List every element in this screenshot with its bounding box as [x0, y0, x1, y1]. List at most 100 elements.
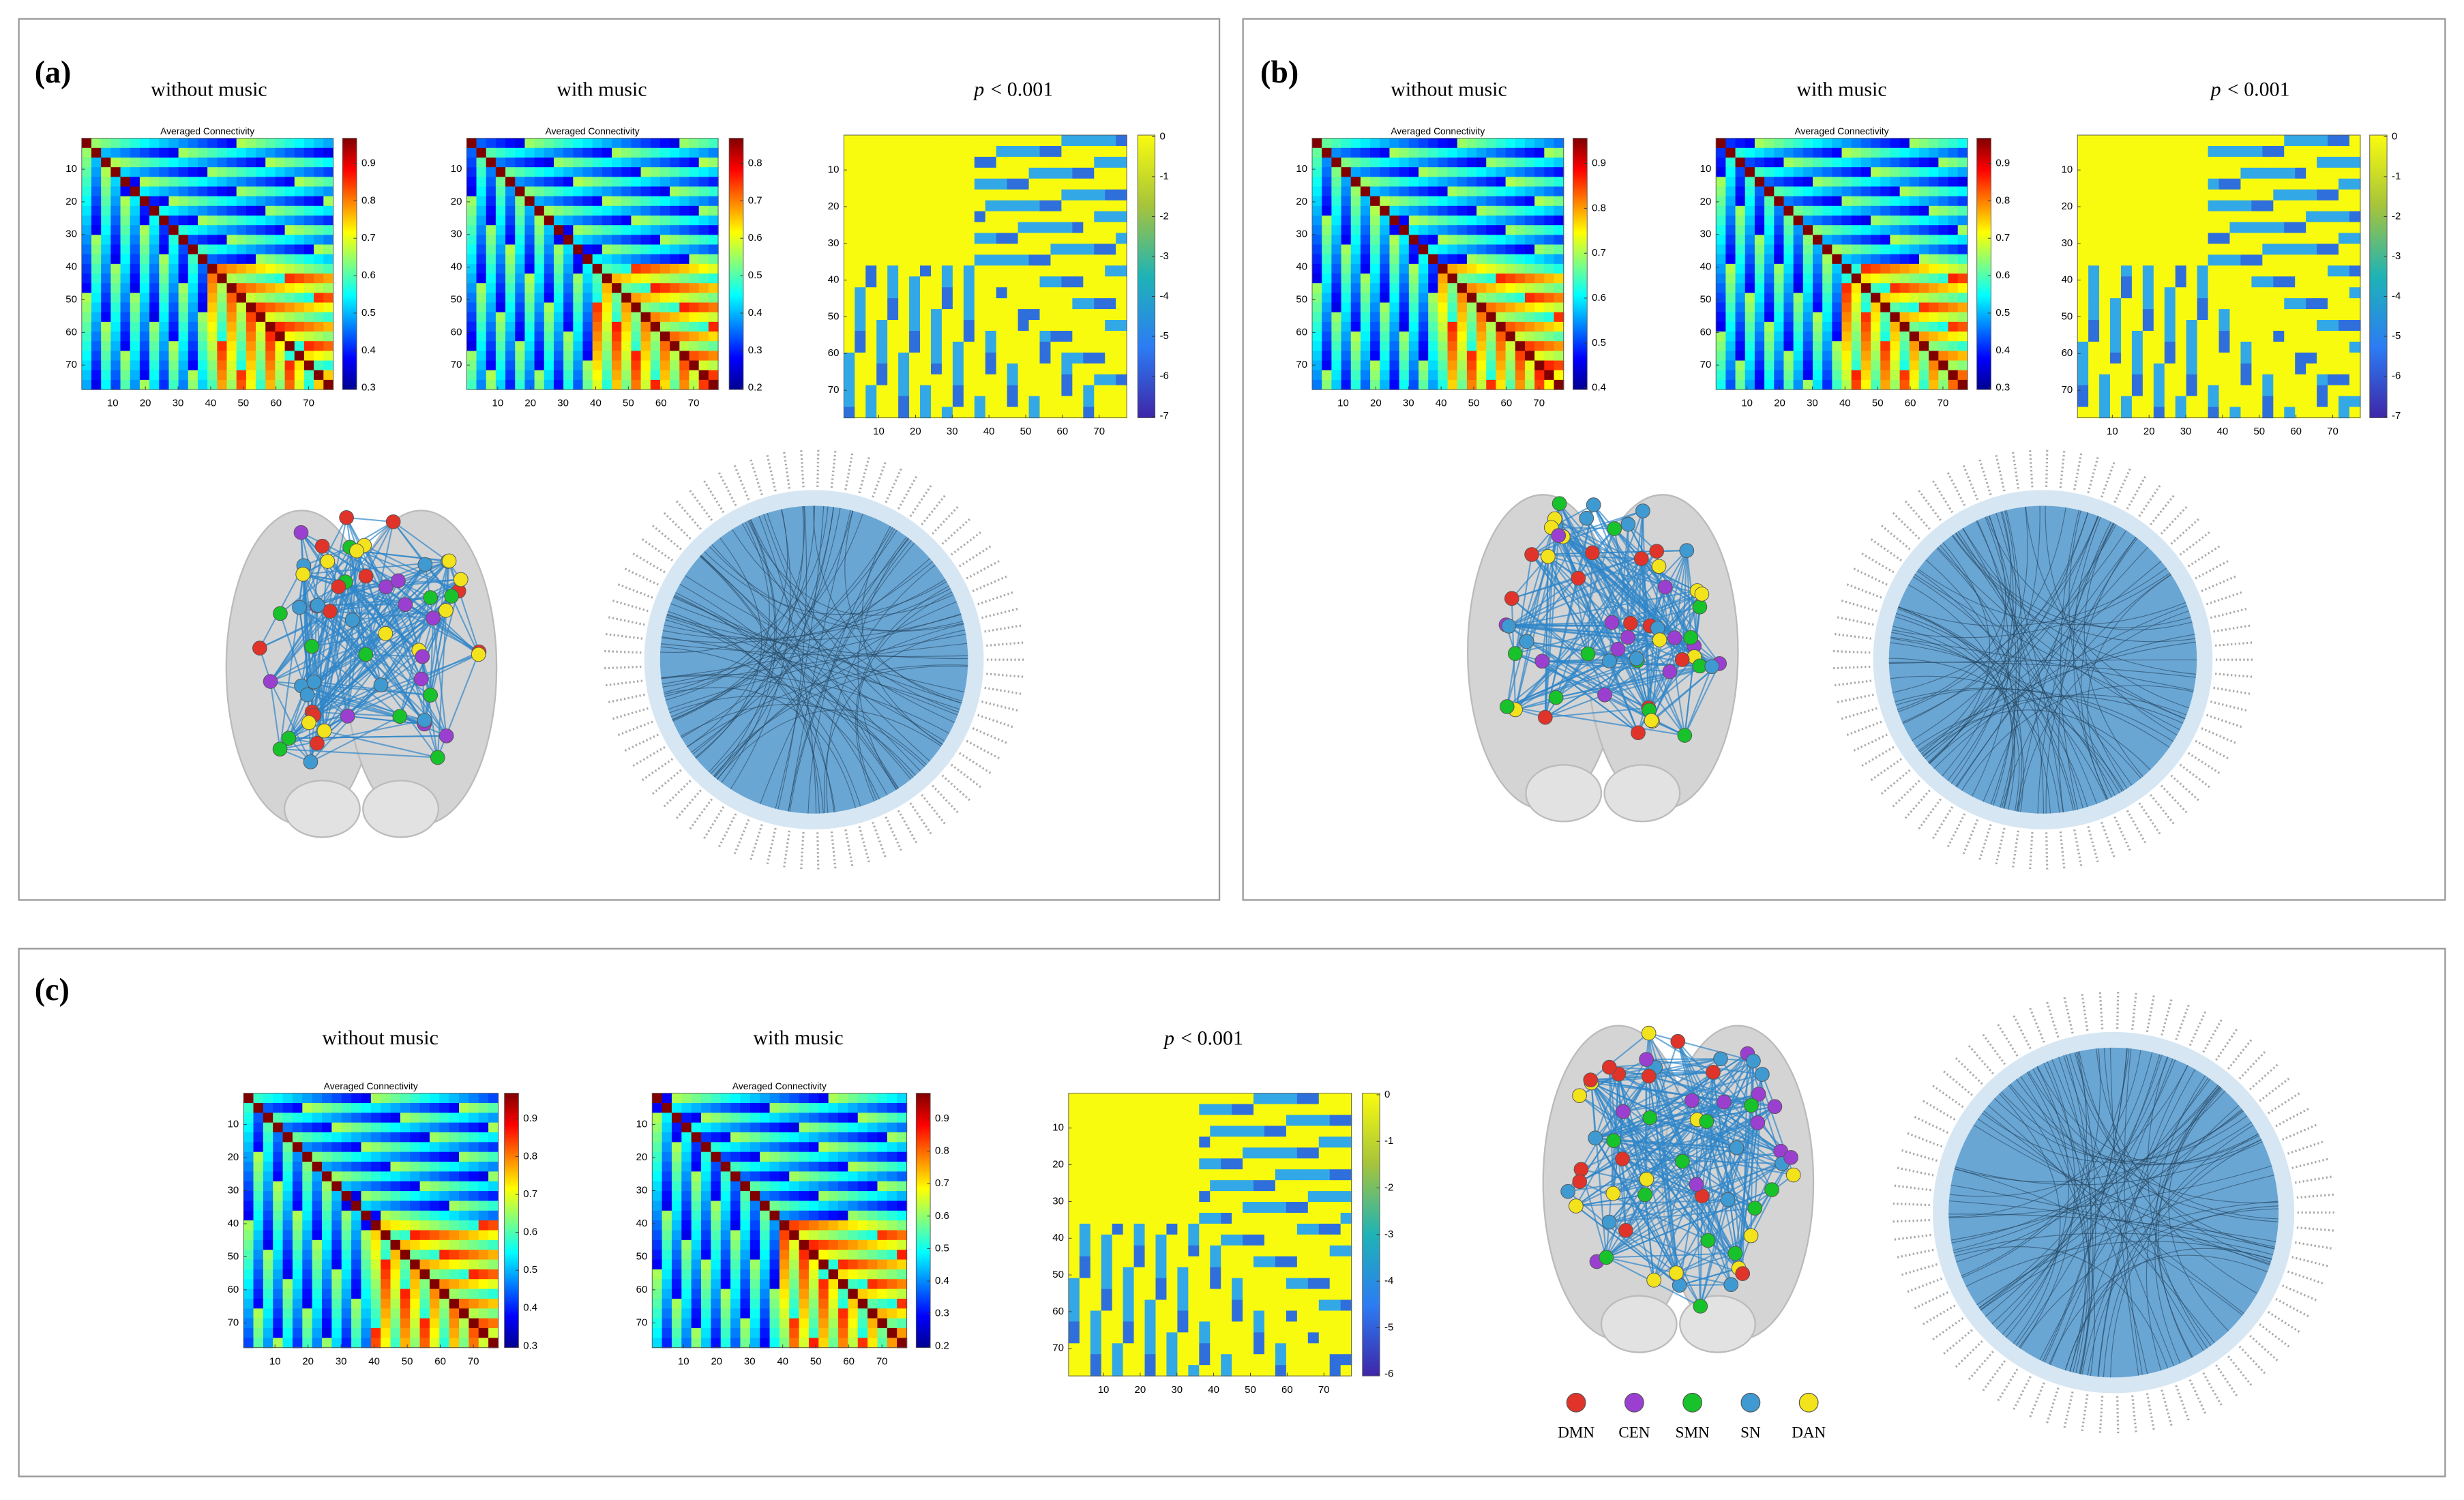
heatmap-cell [178, 351, 189, 362]
heatmap-cell [1774, 215, 1785, 226]
heatmap-cell [650, 321, 661, 332]
heatmap-cell [898, 189, 910, 201]
heatmap-cell [1860, 167, 1871, 178]
heatmap-cell [2306, 330, 2317, 342]
heatmap-cell [1783, 274, 1794, 284]
heatmap-cell [1957, 283, 1968, 294]
heatmap-cell [563, 379, 574, 390]
heatmap-cell [2110, 309, 2122, 321]
heatmap-cell [2328, 233, 2339, 245]
heatmap-cell [188, 293, 198, 304]
heatmap-cell [1899, 225, 1910, 236]
heatmap-cell [236, 370, 247, 381]
heatmap-cell [1524, 177, 1535, 188]
heatmap-cell [1735, 379, 1746, 390]
heatmap-cell [1389, 370, 1400, 381]
heatmap-cell [887, 396, 899, 408]
heatmap-cell [275, 341, 286, 352]
heatmap-cell [631, 351, 642, 362]
heatmap-cell [2099, 145, 2111, 158]
heatmap-cell [130, 215, 140, 226]
heatmap-cell [178, 274, 189, 284]
heatmap-cell [650, 196, 661, 207]
heatmap-cell [1745, 138, 1755, 149]
heatmap-cell [1871, 293, 1881, 304]
heatmap-cell [265, 225, 276, 236]
heatmap-cell [2208, 233, 2220, 245]
heatmap-cell [1515, 293, 1526, 304]
heatmap-cell [708, 177, 719, 188]
heatmap-cell [2208, 298, 2220, 310]
heatmap-cell [1341, 312, 1352, 323]
heatmap-cell [1105, 309, 1116, 321]
chord-label-mark [617, 720, 653, 737]
heatmap-cell [1116, 145, 1127, 158]
heatmap-cell [2099, 298, 2111, 310]
heatmap-cell [120, 244, 131, 255]
heatmap-cell [1072, 341, 1084, 353]
heatmap-cell [640, 235, 651, 246]
heatmap-cell [495, 177, 506, 188]
heatmap-cell [2197, 352, 2209, 364]
heatmap-cell [1389, 312, 1400, 323]
heatmap-cell [486, 205, 496, 216]
heatmap-cell [2164, 396, 2176, 408]
heatmap-cell [1957, 244, 1968, 255]
heatmap-cell [2284, 330, 2296, 342]
heatmap-cell [256, 205, 266, 216]
chord [758, 516, 817, 814]
heatmap-cell [996, 276, 1008, 288]
chord-label-mark [800, 832, 805, 870]
heatmap-cell [909, 254, 921, 267]
heatmap-cell [466, 244, 477, 255]
heatmap-cell [1544, 360, 1555, 371]
heatmap-cell [275, 225, 286, 236]
heatmap-cell [2153, 287, 2165, 299]
heatmap-cell [524, 177, 535, 188]
heatmap-cell [2317, 254, 2328, 267]
heatmap-cell [2099, 396, 2111, 408]
heatmap-cell [2208, 363, 2220, 375]
heatmap-cell [592, 370, 603, 381]
heatmap-cell [217, 341, 228, 352]
heatmap-cell [1360, 341, 1371, 352]
heatmap-cell [1938, 147, 1949, 158]
heatmap-cell [1105, 385, 1116, 397]
heatmap-cell [1094, 276, 1105, 288]
heatmap-cell [1322, 186, 1333, 197]
heatmap-cell [920, 276, 932, 288]
heatmap-cell [1774, 186, 1785, 197]
brain-render [225, 510, 498, 838]
heatmap-cell [1909, 254, 1920, 265]
heatmap-cell [708, 196, 719, 207]
heatmap-cell [1061, 385, 1073, 397]
heatmap-cell [303, 215, 314, 226]
heatmap-cell [1476, 147, 1487, 158]
heatmap-cell [631, 235, 642, 246]
heatmap-cell [207, 186, 218, 197]
heatmap-cell [1428, 302, 1439, 313]
heatmap-cell [2339, 341, 2350, 353]
heatmap-cell [1890, 205, 1901, 216]
heatmap-cell [197, 274, 208, 284]
condition-title: p < 0.001 [2210, 78, 2290, 100]
heatmap-cell [303, 147, 314, 158]
heatmap-cell [2197, 407, 2209, 419]
heatmap-cell [476, 351, 487, 362]
heatmap-cell [284, 225, 295, 236]
heatmap-cell [855, 363, 866, 375]
heatmap-cell [1466, 302, 1477, 313]
heatmap-cell [602, 274, 612, 284]
heatmap-cell [1534, 321, 1545, 332]
heatmap-cell [207, 351, 218, 362]
heatmap-cell [1764, 360, 1775, 371]
heatmap-cell [2131, 363, 2143, 375]
heatmap-cell [2088, 244, 2100, 256]
heatmap-cell [1822, 312, 1833, 323]
heatmap-cell [1428, 225, 1439, 236]
heatmap-cell [1380, 254, 1391, 265]
heatmap-cell [1331, 293, 1342, 304]
heatmap-cell [323, 263, 334, 274]
heatmap-cell [1841, 157, 1852, 168]
heatmap-cell [974, 145, 986, 158]
